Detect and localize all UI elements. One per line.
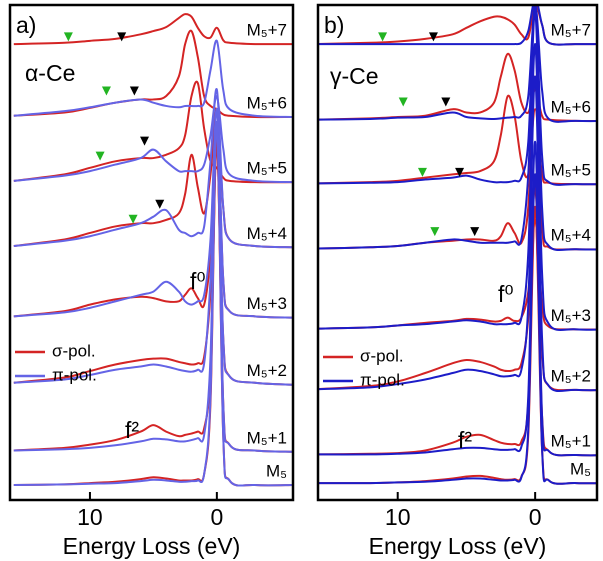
spectrum-line [318,5,597,123]
spectrum-label: M₅+5 [247,159,287,178]
triangle-marker [129,86,139,96]
spectrum-line [13,121,293,319]
spectrum-line [318,218,597,331]
spectrum-line [318,173,597,485]
spectrum-line [13,95,293,184]
panel-label: b) [324,12,344,38]
sample-label: α-Ce [25,60,75,86]
triangle-marker [428,32,438,42]
legend-label: σ-pol. [360,346,404,365]
legend-label: π-pol. [52,365,97,384]
legend-label: σ-pol. [52,341,96,360]
spectrum-line [13,108,293,319]
spectrum-line [318,5,597,186]
triangle-marker [470,227,480,237]
spectrum-line [318,94,597,186]
triangle-marker [117,32,127,42]
triangle-marker [128,214,138,224]
triangle-marker [155,199,165,209]
spectrum-label: M₅+4 [551,226,591,245]
annotation: f⁰ [498,281,514,307]
plot-frame [316,3,599,502]
annotation: f⁰ [190,268,206,294]
x-tick-label: 10 [385,504,411,530]
spectrum-line [318,52,597,123]
spectrum-label: M₅ [266,462,287,481]
panel: M₅+7 M₅+6 M₅+5 M₅+4 M₅+3 M₅+2 M₅+1 M₅ 10 0 Energy … [8,3,295,559]
spectrum-line [318,186,597,392]
spectrum-line [318,75,597,393]
triangle-marker [140,136,150,146]
spectrum-label: M₅+6 [551,97,591,116]
triangle-marker [95,151,105,161]
spectrum-label: M₅+3 [551,306,591,325]
spectrum-label: M₅ [570,460,591,479]
plot-frame [8,3,295,502]
spectrum-line [13,13,293,46]
spectrum-label: M₅+1 [247,428,287,447]
triangle-marker [398,97,408,107]
spectrum-label: M₅+6 [247,94,287,113]
spectrum-label: M₅+5 [551,161,591,180]
spectrum-label: M₅+7 [247,21,287,40]
spectrum-line [318,5,597,46]
triangle-marker [441,97,451,107]
panel-label: a) [16,12,36,38]
triangle-marker [63,32,73,42]
legend-label: π-pol. [360,370,405,389]
spectrum-line [13,121,293,386]
annotation: f² [125,417,139,443]
spectrum-line [13,88,293,249]
spectrum-line [318,10,597,252]
spectrum-label: M₅+7 [551,21,591,40]
x-tick-label: 10 [77,504,103,530]
spectrum-label: M₅+2 [551,366,591,385]
plot-area [318,5,597,485]
spectrum-label: M₅+4 [247,224,287,243]
plot-area [13,13,293,487]
panel: M₅+7 M₅+6 M₅+5 M₅+4 M₅+3 M₅+2 M₅+1 M₅ 10 0 Energy … [316,3,599,559]
spectrum-line [13,39,293,119]
triangle-marker [378,32,388,42]
sample-label: γ-Ce [330,63,379,89]
x-tick-label: 0 [210,504,223,530]
triangle-marker [101,86,111,96]
triangle-marker [455,167,465,177]
annotation: f² [458,427,472,453]
spectrum-line [318,140,597,457]
spectrum-line [318,43,597,332]
triangle-marker [430,227,440,237]
x-axis-label: Energy Loss (eV) [369,533,547,559]
spectrum-label: M₅+2 [247,361,287,380]
spectrum-line [13,80,293,184]
spectrum-line [13,121,293,487]
triangle-marker [417,167,427,177]
x-tick-label: 0 [529,504,542,530]
spectrum-label: M₅+3 [247,294,287,313]
x-axis-label: Energy Loss (eV) [63,533,241,559]
spectrum-label: M₅+1 [551,432,591,451]
